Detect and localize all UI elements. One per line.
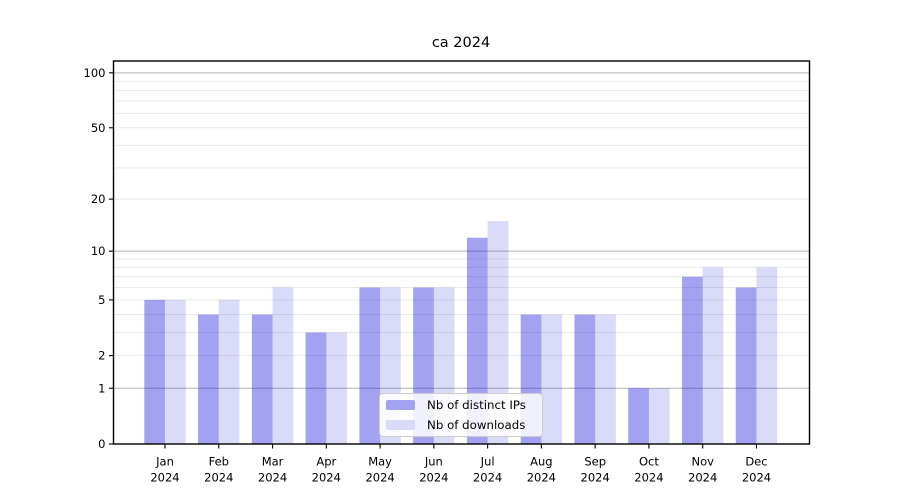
- bar-downloads-aug: [541, 314, 563, 444]
- x-tick-label-month: Dec: [745, 455, 767, 469]
- bar-distinct-ips-nov: [682, 276, 703, 444]
- x-tick-label-month: Jun: [424, 455, 443, 469]
- bar-distinct-ips-jan: [144, 299, 165, 444]
- bar-distinct-ips-may: [359, 287, 381, 444]
- bar-distinct-ips-dec: [735, 287, 757, 444]
- x-tick-label-year: 2024: [419, 471, 448, 485]
- y-tick-label: 100: [84, 66, 106, 80]
- bar-distinct-ips-jul: [466, 237, 488, 444]
- legend-label-downloads: Nb of downloads: [427, 418, 526, 432]
- bar-distinct-ips-mar: [251, 314, 273, 444]
- legend-entry-downloads: Nb of downloads: [386, 415, 542, 435]
- x-tick-label-month: Aug: [530, 455, 552, 469]
- y-tick-label: 10: [91, 244, 106, 258]
- x-tick-label-year: 2024: [312, 471, 341, 485]
- y-tick-label: 20: [91, 192, 106, 206]
- x-tick-label-year: 2024: [742, 471, 771, 485]
- bar-downloads-nov: [702, 267, 724, 444]
- bar-downloads-jul: [487, 221, 509, 444]
- x-tick-label-year: 2024: [527, 471, 556, 485]
- x-tick-label-year: 2024: [581, 471, 610, 485]
- plot-frame: [112, 60, 811, 445]
- bar-downloads-feb: [218, 299, 240, 444]
- x-tick-label-month: Jan: [155, 455, 174, 469]
- legend-entry-distinct-ips: Nb of distinct IPs: [386, 395, 542, 415]
- y-tick-label: 5: [98, 293, 105, 307]
- bar-distinct-ips-sep: [574, 314, 596, 444]
- chart-title: ca 2024: [431, 35, 491, 51]
- x-tick-label-month: Feb: [209, 455, 229, 469]
- bar-downloads-dec: [756, 267, 778, 444]
- y-tick-label: 2: [98, 349, 105, 363]
- x-tick-label-month: Oct: [639, 455, 659, 469]
- bar-downloads-mar: [272, 287, 294, 444]
- bar-downloads-apr: [326, 332, 348, 444]
- legend-swatch-distinct-ips-icon: [386, 400, 415, 410]
- x-tick-label-year: 2024: [150, 471, 179, 485]
- x-tick-label-month: Nov: [691, 455, 714, 469]
- x-tick-label-month: May: [368, 455, 392, 469]
- bar-distinct-ips-apr: [305, 332, 327, 444]
- bar-downloads-jan: [165, 299, 186, 444]
- y-tick-label: 0: [98, 437, 105, 451]
- legend-label-distinct-ips: Nb of distinct IPs: [427, 398, 526, 412]
- y-tick-label: 1: [98, 381, 105, 395]
- x-tick-label-year: 2024: [204, 471, 233, 485]
- x-tick-label-year: 2024: [634, 471, 663, 485]
- legend-swatch-downloads-icon: [386, 420, 415, 430]
- x-tick-label-month: Apr: [316, 455, 336, 469]
- x-tick-label-year: 2024: [258, 471, 287, 485]
- x-tick-label-month: Mar: [262, 455, 284, 469]
- bar-distinct-ips-feb: [198, 314, 219, 444]
- x-tick-label-year: 2024: [365, 471, 394, 485]
- x-tick-label-year: 2024: [473, 471, 502, 485]
- x-tick-label-month: Sep: [584, 455, 606, 469]
- legend: Nb of distinct IPs Nb of downloads: [379, 393, 543, 437]
- y-tick-label: 50: [91, 121, 106, 135]
- x-tick-label-year: 2024: [688, 471, 717, 485]
- bar-downloads-sep: [595, 314, 616, 444]
- bar-downloads-oct: [648, 388, 670, 444]
- x-tick-label-month: Jul: [480, 455, 495, 469]
- bar-distinct-ips-oct: [628, 388, 649, 444]
